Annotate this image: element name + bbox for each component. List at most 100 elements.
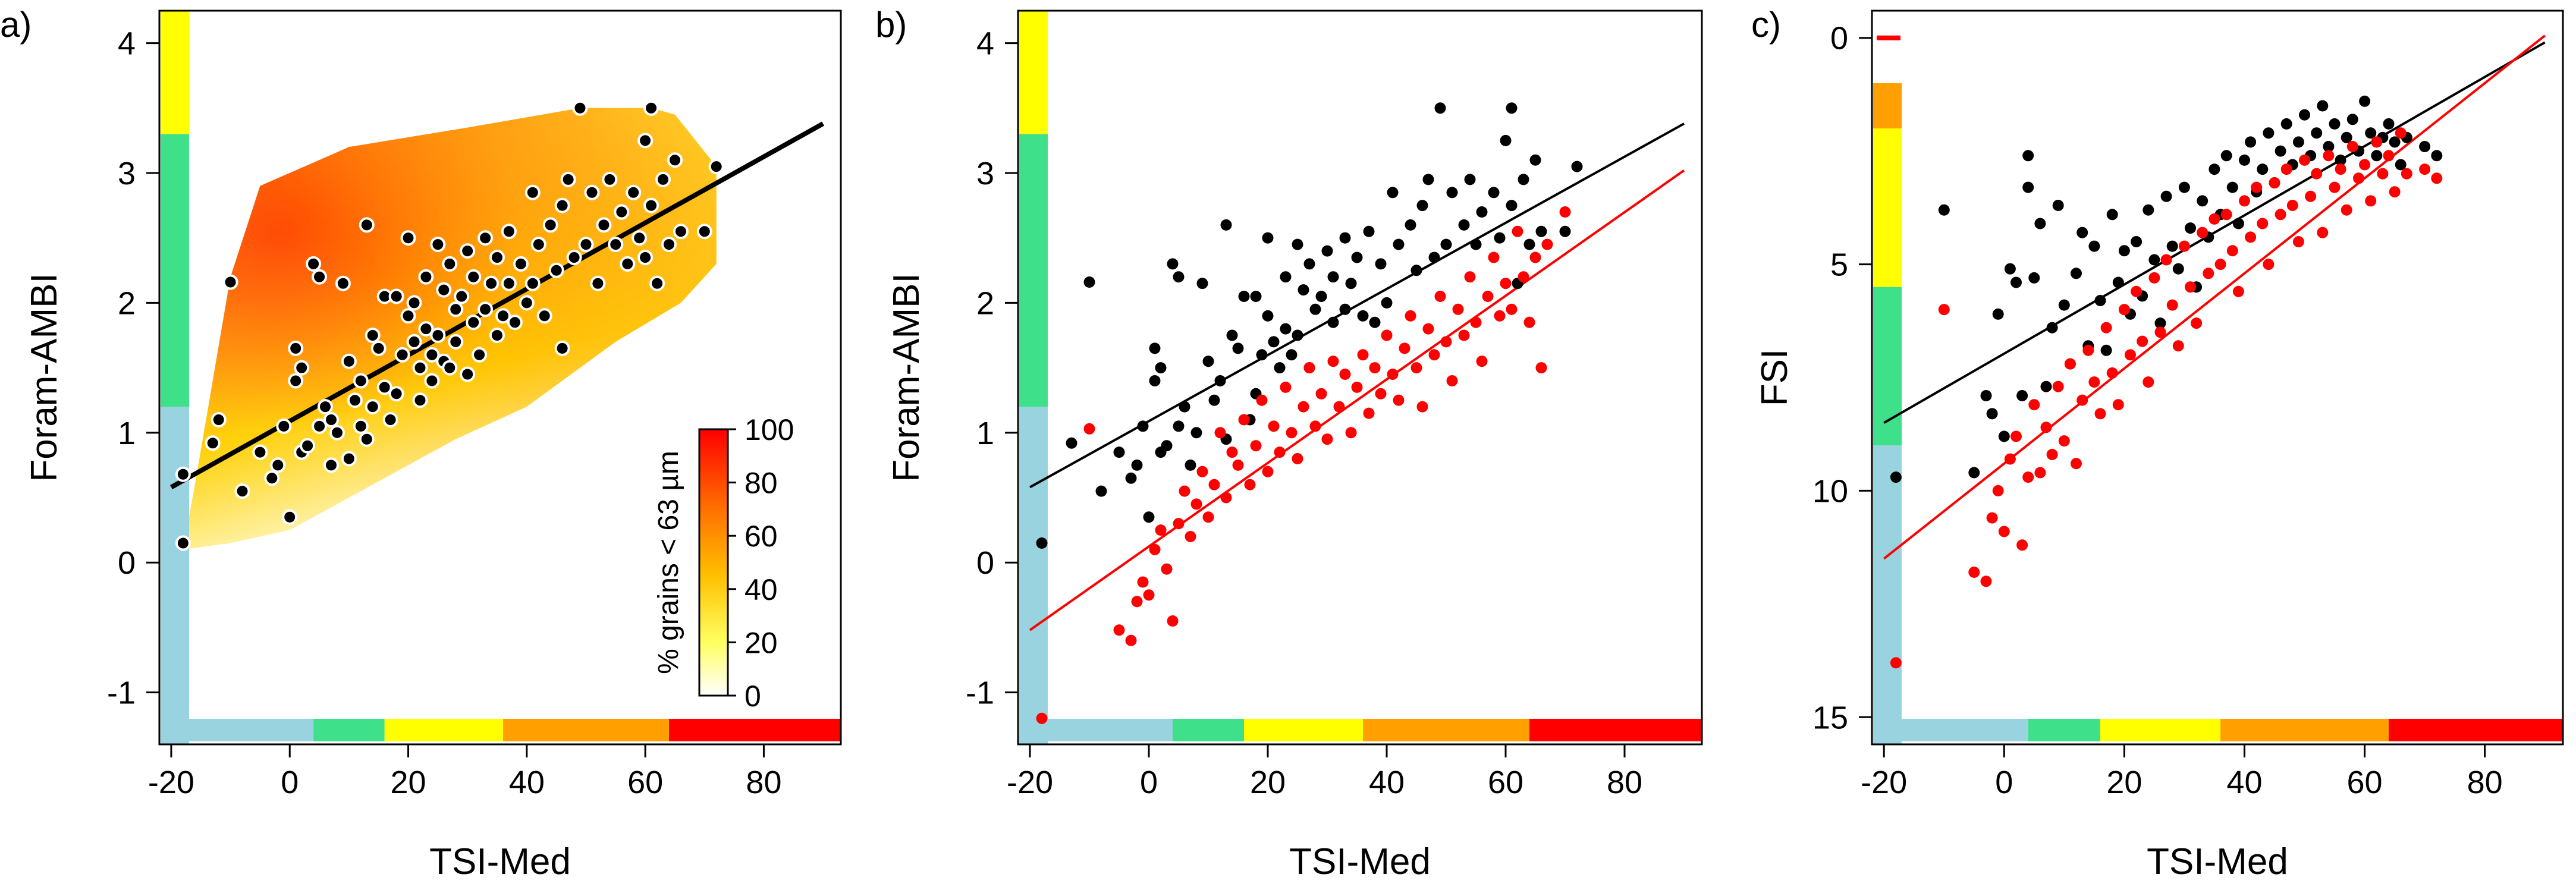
point-red — [1399, 342, 1410, 354]
point-black — [1327, 316, 1339, 328]
point-black — [1470, 238, 1482, 250]
point-black — [466, 315, 482, 331]
point-red — [2346, 141, 2358, 152]
point-black — [1202, 356, 1214, 367]
point-red — [1196, 466, 1208, 477]
point-black — [1381, 297, 1393, 309]
point-red — [1149, 543, 1161, 555]
point-black — [1292, 238, 1303, 250]
point-black — [448, 301, 464, 317]
x-tick-label: 40 — [2226, 765, 2262, 800]
point-black — [1464, 174, 1476, 185]
point-black — [643, 100, 659, 116]
colorbar-tick-label: 40 — [744, 573, 778, 606]
point-red — [1405, 310, 1416, 322]
point-red — [1351, 381, 1363, 393]
point-black — [365, 328, 381, 343]
point-black — [472, 347, 488, 363]
x-status-segment — [313, 719, 385, 741]
point-red — [1434, 291, 1446, 302]
point-black — [466, 269, 482, 285]
point-black — [2299, 109, 2310, 121]
point-black — [412, 360, 428, 376]
colorbar-label: % grains < 63 µm — [653, 451, 684, 674]
point-black — [2419, 141, 2431, 152]
point-red — [1369, 362, 1381, 374]
point-black — [382, 412, 398, 427]
point-red — [1482, 291, 1494, 302]
point-red — [2088, 376, 2100, 388]
point-red — [2395, 127, 2407, 139]
point-red — [2419, 163, 2431, 175]
point-red — [2245, 231, 2257, 243]
point-black — [1167, 258, 1179, 270]
point-red — [2286, 200, 2298, 211]
point-black — [2329, 118, 2341, 130]
point-black — [1571, 161, 1583, 172]
plot-frame — [158, 10, 842, 746]
point-black — [2280, 118, 2292, 130]
x-status-corner — [1873, 719, 1892, 741]
point-black — [2034, 218, 2046, 229]
point-red — [2329, 181, 2341, 193]
point-red — [2148, 272, 2160, 284]
point-red — [2197, 227, 2209, 238]
point-black — [1173, 271, 1185, 283]
point-black — [655, 171, 671, 187]
x-status-segment — [2100, 719, 2221, 741]
point-red — [2275, 209, 2286, 221]
point-black — [2172, 263, 2184, 275]
point-black — [1339, 232, 1351, 244]
point-black — [418, 321, 434, 337]
point-black — [412, 392, 428, 408]
point-black — [329, 424, 345, 441]
point-black — [430, 237, 446, 253]
y-status-segment — [1873, 445, 1902, 744]
x-status-segment — [1529, 719, 1702, 741]
point-red — [2082, 344, 2094, 356]
x-status-segment — [171, 719, 314, 741]
point-black — [234, 483, 250, 499]
point-black — [2076, 227, 2088, 238]
point-red — [2040, 422, 2052, 433]
point-black — [1518, 174, 1529, 185]
point-black — [1185, 459, 1196, 471]
point-black — [400, 308, 416, 324]
point-black — [614, 204, 630, 220]
point-red — [2292, 236, 2304, 247]
point-black — [1387, 187, 1399, 199]
point-black — [353, 418, 369, 434]
point-red — [2034, 467, 2046, 479]
x-axis-label: TSI-Med — [1289, 841, 1431, 882]
point-red — [2112, 399, 2124, 411]
plot-frame — [1017, 10, 1703, 746]
point-black — [1523, 238, 1535, 250]
y-tick-label: 4 — [118, 26, 136, 62]
point-red — [2071, 458, 2082, 470]
point-black — [365, 399, 381, 415]
point-black — [1298, 284, 1309, 296]
point-black — [2395, 159, 2407, 171]
point-red — [1506, 303, 1518, 315]
point-red — [1244, 479, 1256, 490]
point-red — [2311, 168, 2323, 180]
point-black — [1161, 440, 1173, 452]
x-status-segment — [2028, 719, 2100, 741]
colorbar-tick-label: 100 — [744, 413, 794, 446]
point-black — [1321, 245, 1333, 257]
point-red — [2118, 304, 2130, 316]
x-tick-label: -20 — [1007, 765, 1053, 800]
x-status-segment — [1030, 719, 1173, 741]
point-red — [1410, 362, 1422, 374]
point-black — [312, 418, 328, 434]
point-black — [1890, 471, 1902, 483]
point-red — [2226, 245, 2238, 257]
point-black — [554, 340, 570, 356]
plot-frame — [1871, 10, 2564, 746]
point-black — [175, 535, 191, 551]
point-black — [667, 152, 683, 168]
y-tick-label: 2 — [976, 285, 994, 321]
x-status-segment — [1363, 719, 1529, 741]
x-tick-label: 60 — [2347, 765, 2383, 800]
